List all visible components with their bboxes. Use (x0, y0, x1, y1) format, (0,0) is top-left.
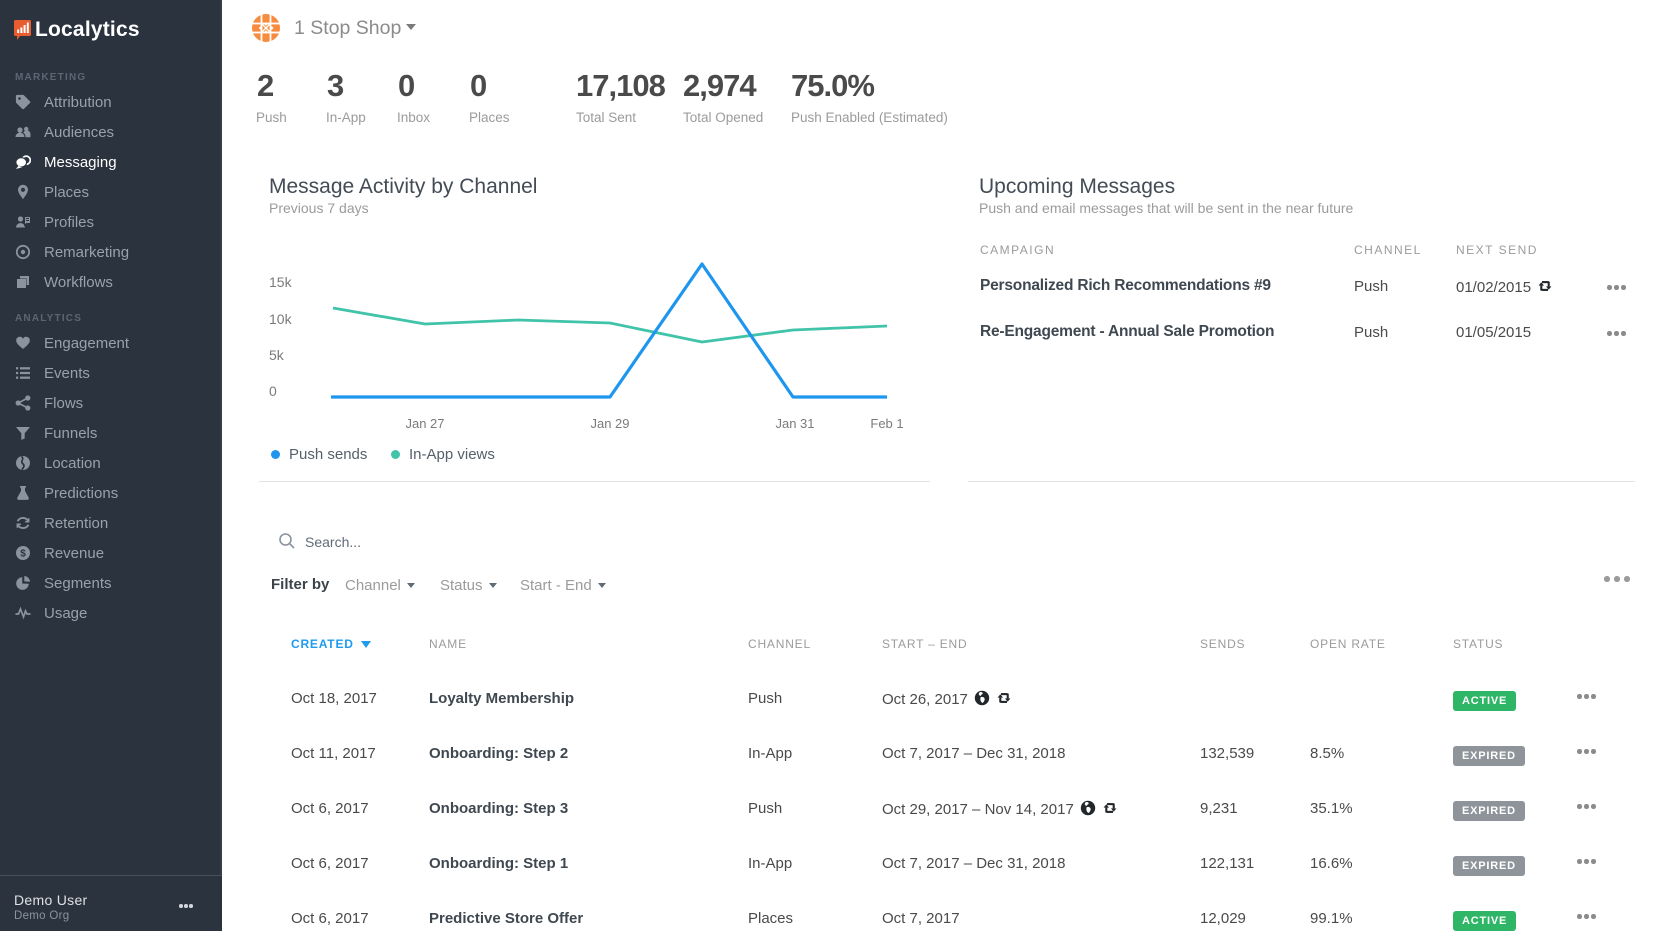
svg-text:$: $ (20, 549, 26, 560)
